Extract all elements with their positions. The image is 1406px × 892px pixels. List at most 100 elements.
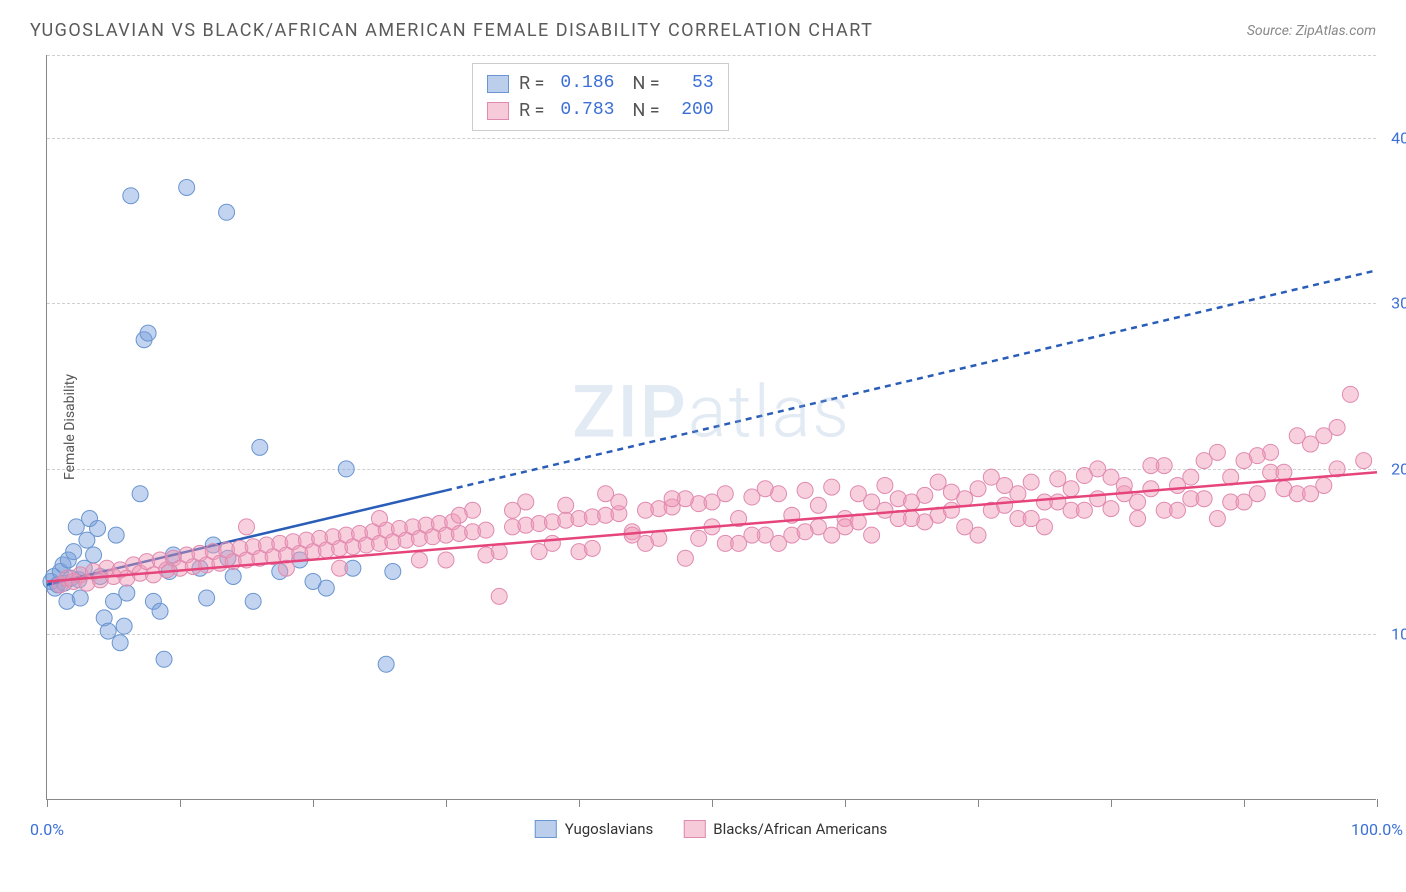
chart-title: YUGOSLAVIAN VS BLACK/AFRICAN AMERICAN FE… bbox=[30, 20, 873, 41]
data-point bbox=[584, 540, 600, 556]
source-attribution: Source: ZipAtlas.com bbox=[1247, 23, 1376, 39]
data-point bbox=[1143, 481, 1159, 497]
data-point bbox=[1050, 494, 1066, 510]
data-point bbox=[179, 179, 195, 195]
data-point bbox=[86, 547, 102, 563]
data-point bbox=[677, 550, 693, 566]
data-point bbox=[219, 204, 235, 220]
y-tick-label: 10.0% bbox=[1391, 625, 1406, 644]
data-point bbox=[66, 544, 82, 560]
x-tick bbox=[1377, 799, 1378, 807]
data-point bbox=[1329, 420, 1345, 436]
data-point bbox=[108, 527, 124, 543]
data-point bbox=[1090, 461, 1106, 477]
data-point bbox=[252, 439, 268, 455]
data-point bbox=[90, 520, 106, 536]
r-value: 0.783 bbox=[554, 97, 614, 124]
r-value: 0.186 bbox=[554, 70, 614, 97]
data-point bbox=[1170, 502, 1186, 518]
data-point bbox=[638, 535, 654, 551]
data-point bbox=[824, 479, 840, 495]
data-point bbox=[1342, 386, 1358, 402]
data-point bbox=[332, 560, 348, 576]
data-point bbox=[771, 535, 787, 551]
x-tick-label: 100.0% bbox=[1351, 820, 1403, 839]
data-point bbox=[717, 486, 733, 502]
x-tick bbox=[1244, 799, 1245, 807]
data-point bbox=[970, 481, 986, 497]
data-point bbox=[225, 569, 241, 585]
data-point bbox=[438, 552, 454, 568]
data-point bbox=[1196, 491, 1212, 507]
y-tick-label: 40.0% bbox=[1391, 128, 1406, 147]
data-point bbox=[983, 469, 999, 485]
n-value: 53 bbox=[670, 70, 714, 97]
data-point bbox=[478, 547, 494, 563]
data-point bbox=[152, 603, 168, 619]
data-point bbox=[1143, 458, 1159, 474]
data-point bbox=[1063, 481, 1079, 497]
x-tick bbox=[313, 799, 314, 807]
data-point bbox=[245, 593, 261, 609]
data-point bbox=[112, 635, 128, 651]
data-point bbox=[797, 482, 813, 498]
data-point bbox=[132, 486, 148, 502]
r-label: R = bbox=[519, 97, 544, 124]
data-point bbox=[1090, 491, 1106, 507]
data-point bbox=[531, 544, 547, 560]
correlation-chart: 10.0%20.0%30.0%40.0% Female Disability Z… bbox=[46, 55, 1376, 800]
data-point bbox=[1010, 486, 1026, 502]
data-point bbox=[1050, 471, 1066, 487]
data-point bbox=[943, 502, 959, 518]
data-point bbox=[997, 497, 1013, 513]
data-point bbox=[1076, 502, 1092, 518]
data-point bbox=[1183, 469, 1199, 485]
data-point bbox=[850, 486, 866, 502]
legend-swatch bbox=[487, 102, 509, 120]
data-point bbox=[1037, 519, 1053, 535]
data-point bbox=[797, 524, 813, 540]
y-tick-label: 30.0% bbox=[1391, 294, 1406, 313]
x-tick bbox=[978, 799, 979, 807]
n-label: N = bbox=[632, 70, 659, 97]
x-tick bbox=[180, 799, 181, 807]
legend-item: Yugoslavians bbox=[535, 820, 654, 838]
data-point bbox=[199, 590, 215, 606]
data-point bbox=[505, 502, 521, 518]
data-point bbox=[1130, 511, 1146, 527]
x-tick bbox=[579, 799, 580, 807]
data-point bbox=[558, 497, 574, 513]
legend-item: Blacks/African Americans bbox=[683, 820, 887, 838]
legend-swatch bbox=[487, 75, 509, 93]
n-label: N = bbox=[632, 97, 659, 124]
legend-label: Yugoslavians bbox=[565, 820, 654, 838]
data-point bbox=[239, 519, 255, 535]
data-point bbox=[451, 507, 467, 523]
data-point bbox=[757, 481, 773, 497]
data-point bbox=[904, 494, 920, 510]
data-point bbox=[119, 585, 135, 601]
stats-legend-row: R = 0.783 N = 200 bbox=[487, 97, 714, 124]
data-point bbox=[123, 188, 139, 204]
y-tick-label: 20.0% bbox=[1391, 459, 1406, 478]
data-point bbox=[810, 497, 826, 513]
data-point bbox=[917, 514, 933, 530]
data-point bbox=[957, 491, 973, 507]
data-point bbox=[378, 656, 394, 672]
stats-legend: R = 0.186 N = 53 R = 0.783 N = 200 bbox=[472, 63, 729, 131]
data-point bbox=[611, 494, 627, 510]
data-point bbox=[664, 491, 680, 507]
legend-label: Blacks/African Americans bbox=[713, 820, 887, 838]
x-tick-label: 0.0% bbox=[30, 820, 64, 839]
data-point bbox=[1209, 511, 1225, 527]
series-legend: Yugoslavians Blacks/African Americans bbox=[535, 820, 887, 838]
data-point bbox=[691, 530, 707, 546]
data-point bbox=[1103, 501, 1119, 517]
data-point bbox=[1196, 453, 1212, 469]
data-point bbox=[930, 474, 946, 490]
data-point bbox=[100, 623, 116, 639]
data-point bbox=[1303, 486, 1319, 502]
data-point bbox=[1276, 464, 1292, 480]
data-point bbox=[478, 522, 494, 538]
data-point bbox=[824, 527, 840, 543]
